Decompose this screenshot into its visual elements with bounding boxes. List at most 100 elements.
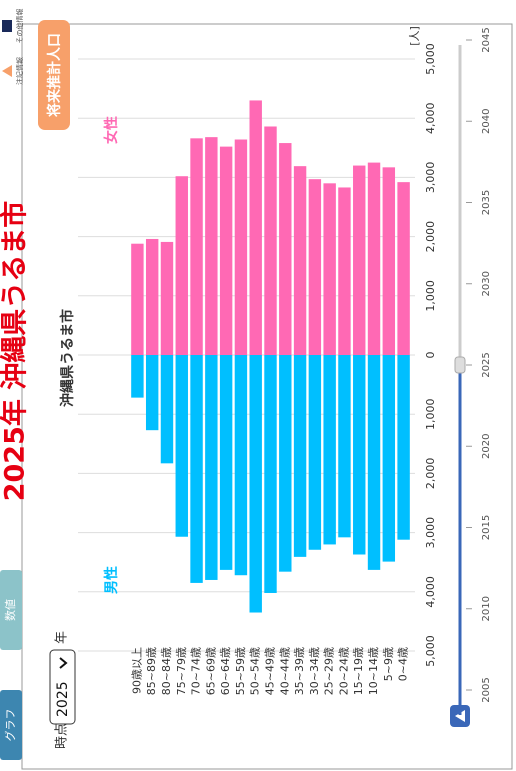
x-tick-label: 4,000 <box>424 102 437 134</box>
y-tick-label: 70~74歳 <box>190 647 203 695</box>
slider-year[interactable]: 2045 <box>481 27 492 52</box>
bar <box>175 355 188 537</box>
slider-year[interactable]: 2035 <box>481 190 492 215</box>
slider-year[interactable]: 2030 <box>481 271 492 296</box>
tab[interactable] <box>0 570 22 650</box>
bar <box>234 355 248 576</box>
bar <box>279 355 292 572</box>
y-tick-label: 60~64歳 <box>219 647 232 695</box>
time-unit: 年 <box>55 631 70 644</box>
info-icon[interactable] <box>2 20 12 32</box>
y-tick-label: 55~59歳 <box>234 647 247 695</box>
y-tick-label: 50~54歳 <box>249 647 262 695</box>
button-label[interactable]: 将来推計人口 <box>46 33 63 117</box>
y-tick-label: 35~39歳 <box>293 647 306 695</box>
x-tick-label: 4,000 <box>424 576 437 608</box>
slider-year[interactable]: 2015 <box>481 515 492 540</box>
tab-label[interactable]: グラフ <box>3 709 17 742</box>
y-tick-label: 15~19歳 <box>352 647 365 695</box>
x-tick-label: 2,000 <box>424 458 437 490</box>
forecast-button[interactable] <box>38 20 70 130</box>
bar <box>323 355 336 545</box>
bar <box>293 355 307 557</box>
tab[interactable] <box>0 690 22 760</box>
bar <box>160 241 174 355</box>
bar <box>397 182 410 355</box>
bar <box>264 355 277 593</box>
x-tick-label: 3,000 <box>424 517 437 549</box>
bar <box>219 355 233 570</box>
bar <box>190 355 203 583</box>
x-tick-label: 1,000 <box>424 398 437 430</box>
bar <box>131 354 144 398</box>
icon-label[interactable]: その他情報 <box>15 9 24 44</box>
y-tick-label: 45~49歳 <box>264 647 277 695</box>
bar <box>131 243 144 355</box>
slider-year[interactable]: 2010 <box>481 596 492 621</box>
bar <box>323 183 336 355</box>
note-icon[interactable] <box>2 65 12 77</box>
bar <box>145 354 159 431</box>
y-tick-label: 5~9歳 <box>382 647 395 681</box>
bar <box>367 162 381 355</box>
slider-year[interactable]: 2025 <box>481 352 492 377</box>
slider-year[interactable]: 2040 <box>481 109 492 134</box>
year-select-value[interactable]: 2025 <box>55 681 71 717</box>
legend-label: 女性 <box>103 116 120 144</box>
play-icon[interactable] <box>455 710 465 722</box>
x-tick-label: 0 <box>424 352 437 359</box>
bar <box>175 176 188 355</box>
y-tick-label: 25~29歳 <box>323 647 336 695</box>
y-tick-label: 20~24歳 <box>337 647 350 695</box>
bar <box>205 137 218 355</box>
panel-border <box>21 23 513 770</box>
x-tick-label: 3,000 <box>424 162 437 194</box>
bar <box>293 166 307 355</box>
slider-year[interactable]: 2005 <box>481 677 492 702</box>
year-select[interactable] <box>49 649 76 725</box>
bar <box>264 126 277 355</box>
y-tick-label: 75~79歳 <box>175 647 188 695</box>
y-tick-label: 80~84歳 <box>160 647 173 695</box>
y-tick-label: 65~69歳 <box>204 647 217 695</box>
x-tick-label: 5,000 <box>424 635 437 667</box>
bar <box>234 139 248 355</box>
x-tick-label: 5,000 <box>424 43 437 75</box>
slider-year[interactable]: 2020 <box>481 434 492 459</box>
bar <box>249 355 262 613</box>
icon-label[interactable]: 注記情報 <box>15 57 24 85</box>
tab-label[interactable]: 数値 <box>4 599 17 621</box>
y-tick-label: 0~4歳 <box>397 647 410 681</box>
y-tick-label: 10~14歳 <box>367 647 380 695</box>
bar <box>160 355 174 464</box>
page-title: 2025年 沖縄県うるま市 <box>0 201 31 502</box>
bar <box>190 138 203 355</box>
x-tick-label: 1,000 <box>424 280 437 312</box>
bar <box>308 355 322 550</box>
bar <box>397 355 410 540</box>
bar <box>382 167 396 355</box>
bar <box>338 355 351 538</box>
bar <box>145 238 159 355</box>
bar <box>308 179 322 355</box>
y-tick-label: 85~89歳 <box>145 647 158 695</box>
bar <box>382 355 396 562</box>
select-arrow[interactable] <box>59 657 68 669</box>
bar <box>249 100 262 355</box>
bar <box>219 146 233 355</box>
unit-label: [人] <box>408 26 421 46</box>
bar <box>205 355 218 580</box>
bar <box>367 355 381 570</box>
chart-title: 沖縄県うるま市 <box>59 309 76 407</box>
bar <box>338 187 351 355</box>
y-tick-label: 90歳以上 <box>130 647 143 694</box>
bar <box>353 165 366 355</box>
y-tick-label: 30~34歳 <box>308 647 321 695</box>
bar <box>353 355 366 555</box>
slider-handle[interactable] <box>454 356 466 374</box>
x-tick-label: 2,000 <box>424 221 437 253</box>
legend-label: 男性 <box>103 566 120 594</box>
